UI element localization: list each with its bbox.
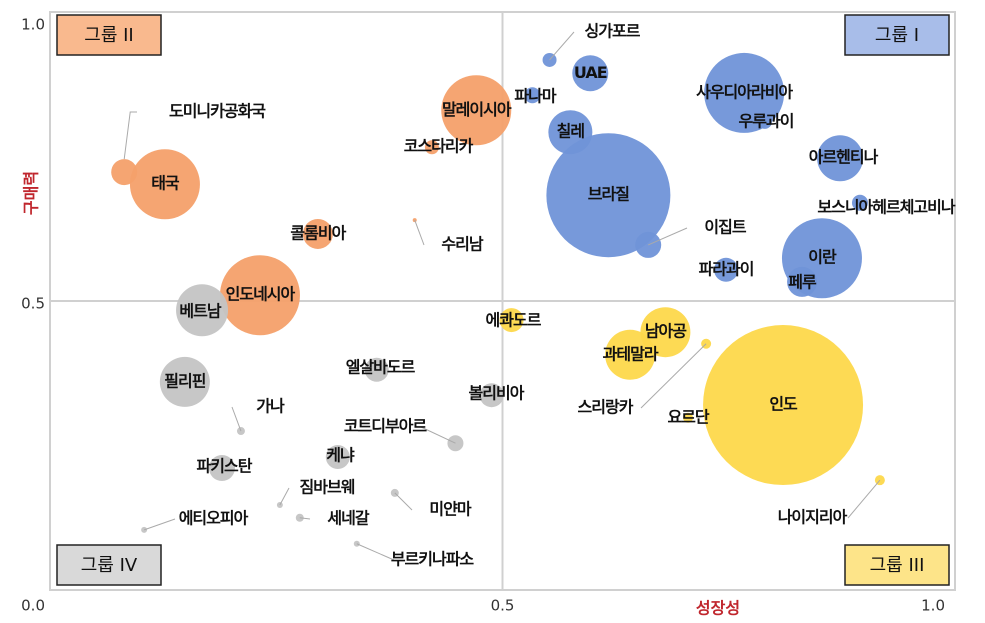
bubble-label: 파키스탄 (197, 457, 253, 476)
bubble (499, 308, 524, 333)
x-tick-label: 0.5 (491, 597, 515, 615)
x-tick-label: 1.0 (921, 597, 945, 615)
bubble-label: 우루과이 (739, 112, 794, 131)
bubble (851, 194, 868, 211)
bubble-label: 미얀마 (429, 500, 471, 519)
bubble-label: 이집트 (704, 218, 746, 237)
y-tick-label: 0.5 (21, 295, 45, 313)
bubble-label: 볼리비아 (469, 384, 525, 403)
bubble-label: 과테말라 (603, 344, 659, 363)
bubble-label: 싱가포르 (585, 22, 641, 41)
bubble-label: 코트디부아르 (344, 417, 428, 436)
bubble-label: 파나마 (514, 87, 556, 106)
bubble (704, 52, 785, 133)
bubble-label: 도미니카공화국 (169, 102, 266, 121)
bubble (176, 284, 229, 337)
bubble-label: 아르헨티나 (809, 148, 879, 167)
bubble (757, 114, 772, 129)
bubble (683, 412, 694, 423)
bubble (605, 329, 656, 380)
group-box (56, 14, 162, 56)
bubble (325, 445, 350, 470)
bubble-label: 말레이시아 (442, 100, 512, 119)
bubble-label: 브라질 (588, 185, 629, 204)
bubble-label: 짐바브웨 (300, 478, 355, 497)
bubble-label: 세네갈 (327, 509, 369, 528)
bubble (703, 325, 864, 486)
bubble-label: UAE (574, 63, 607, 82)
bubble-label: 엘살바도르 (346, 358, 416, 377)
bubble (479, 383, 504, 408)
bubble (714, 257, 739, 282)
bubble-label: 가나 (256, 397, 285, 416)
bubble (208, 455, 235, 482)
bubble (219, 255, 300, 336)
group-box (844, 544, 950, 586)
bubble (441, 75, 512, 146)
leader-line (847, 479, 881, 519)
bubble (159, 356, 210, 407)
bubble-label: 케냐 (326, 446, 355, 465)
bubble (129, 149, 200, 220)
y-axis-label: 구매력 (22, 171, 41, 215)
bubble-label: 칠레 (557, 122, 585, 141)
leader-line (640, 343, 707, 409)
leader-line (356, 543, 395, 561)
bubble-label: 부르키나파소 (391, 550, 475, 569)
leader-line (420, 426, 456, 444)
bubble-label: 콜롬비아 (290, 223, 346, 242)
y-tick-label: 1.0 (21, 16, 45, 34)
bubble-label: 인도네시아 (226, 285, 296, 304)
bubble-label: 수리남 (441, 235, 483, 254)
bubble (635, 231, 662, 258)
bubble-label: 남아공 (645, 322, 687, 341)
bubble-label: 베트남 (179, 302, 221, 321)
bubble-label: 코스타리카 (404, 137, 474, 156)
bubble-label: 에티오피아 (179, 509, 249, 528)
group-label: 그룹 IV (81, 555, 138, 576)
leader-line (143, 518, 176, 531)
leader-line (231, 406, 242, 432)
bubble-label: 이란 (808, 248, 837, 267)
x-axis-label: 성장성 (696, 599, 740, 618)
leader-line (123, 111, 137, 160)
bubble-label: 페루 (788, 273, 817, 292)
bubble (364, 357, 389, 382)
bubble-label: 요르단 (667, 407, 709, 426)
bubble (424, 140, 439, 155)
bubbles (111, 31, 885, 561)
x-tick-label: 0.0 (21, 597, 45, 615)
bubble-label: 인도 (769, 395, 798, 414)
group-label: 그룹 I (875, 25, 919, 46)
leader-line (549, 31, 575, 61)
bubble-label: 태국 (151, 174, 180, 193)
bubble-label: 사우디아라비아 (696, 82, 793, 101)
group-box (56, 544, 162, 586)
bubble-label: 필리핀 (164, 371, 205, 390)
bubble (572, 55, 609, 92)
leader-line (299, 517, 311, 520)
bubble (302, 218, 333, 249)
bubble (817, 135, 864, 182)
bubble (524, 87, 541, 104)
bubble-label: 보스니아헤르체고비나 (817, 198, 955, 217)
bubble-label: 나이지리아 (778, 508, 848, 527)
group-box (844, 14, 950, 56)
group-label: 그룹 II (84, 25, 133, 46)
group-label: 그룹 III (870, 555, 925, 576)
bubble-label: 파라과이 (699, 259, 754, 278)
bubble (787, 266, 818, 297)
leader-line (394, 492, 413, 511)
bubble-label: 에콰도르 (486, 311, 542, 330)
leader-line (414, 219, 425, 246)
leader-line (648, 227, 688, 246)
bubble (546, 133, 671, 258)
leader-line (279, 487, 290, 506)
bubble-label: 스리랑카 (578, 398, 634, 417)
